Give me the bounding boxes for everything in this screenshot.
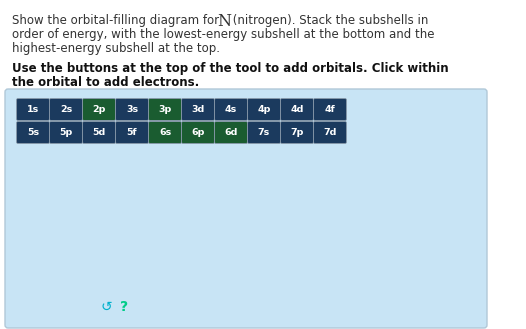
Text: Show the orbital-filling diagram for: Show the orbital-filling diagram for [12, 14, 223, 27]
FancyBboxPatch shape [181, 98, 215, 120]
Text: 6s: 6s [159, 128, 171, 137]
FancyBboxPatch shape [181, 121, 215, 143]
Text: 5f: 5f [127, 128, 137, 137]
Text: 7d: 7d [323, 128, 337, 137]
Text: 7s: 7s [258, 128, 270, 137]
Text: 4d: 4d [290, 105, 304, 114]
Text: 4s: 4s [225, 105, 237, 114]
Text: ↺: ↺ [100, 300, 112, 314]
Text: highest-energy subshell at the top.: highest-energy subshell at the top. [12, 42, 220, 55]
Text: (nitrogen). Stack the subshells in: (nitrogen). Stack the subshells in [229, 14, 428, 27]
Text: 7p: 7p [290, 128, 304, 137]
FancyBboxPatch shape [148, 98, 181, 120]
Text: 6d: 6d [224, 128, 238, 137]
Text: 6p: 6p [191, 128, 205, 137]
Text: 2s: 2s [60, 105, 72, 114]
FancyBboxPatch shape [313, 121, 347, 143]
FancyBboxPatch shape [248, 121, 280, 143]
FancyBboxPatch shape [116, 98, 148, 120]
Text: the orbital to add electrons.: the orbital to add electrons. [12, 76, 199, 89]
Text: 3s: 3s [126, 105, 138, 114]
FancyBboxPatch shape [148, 121, 181, 143]
FancyBboxPatch shape [215, 121, 248, 143]
FancyBboxPatch shape [5, 89, 487, 328]
FancyBboxPatch shape [16, 98, 49, 120]
Text: 3p: 3p [158, 105, 171, 114]
Text: 4f: 4f [325, 105, 336, 114]
FancyBboxPatch shape [16, 121, 49, 143]
Text: order of energy, with the lowest-energy subshell at the bottom and the: order of energy, with the lowest-energy … [12, 28, 434, 41]
FancyBboxPatch shape [83, 98, 116, 120]
Text: 5d: 5d [93, 128, 106, 137]
FancyBboxPatch shape [248, 98, 280, 120]
Text: Use the buttons at the top of the tool to add orbitals. Click within: Use the buttons at the top of the tool t… [12, 62, 449, 75]
Text: N: N [217, 13, 231, 30]
Text: 5s: 5s [27, 128, 39, 137]
Text: 3d: 3d [191, 105, 205, 114]
FancyBboxPatch shape [49, 121, 83, 143]
Text: ?: ? [120, 300, 128, 314]
Text: 2p: 2p [92, 105, 106, 114]
FancyBboxPatch shape [116, 121, 148, 143]
FancyBboxPatch shape [313, 98, 347, 120]
FancyBboxPatch shape [49, 98, 83, 120]
Text: 1s: 1s [27, 105, 39, 114]
Text: 4p: 4p [257, 105, 271, 114]
FancyBboxPatch shape [280, 121, 313, 143]
FancyBboxPatch shape [280, 98, 313, 120]
FancyBboxPatch shape [83, 121, 116, 143]
FancyBboxPatch shape [215, 98, 248, 120]
Text: 5p: 5p [59, 128, 73, 137]
